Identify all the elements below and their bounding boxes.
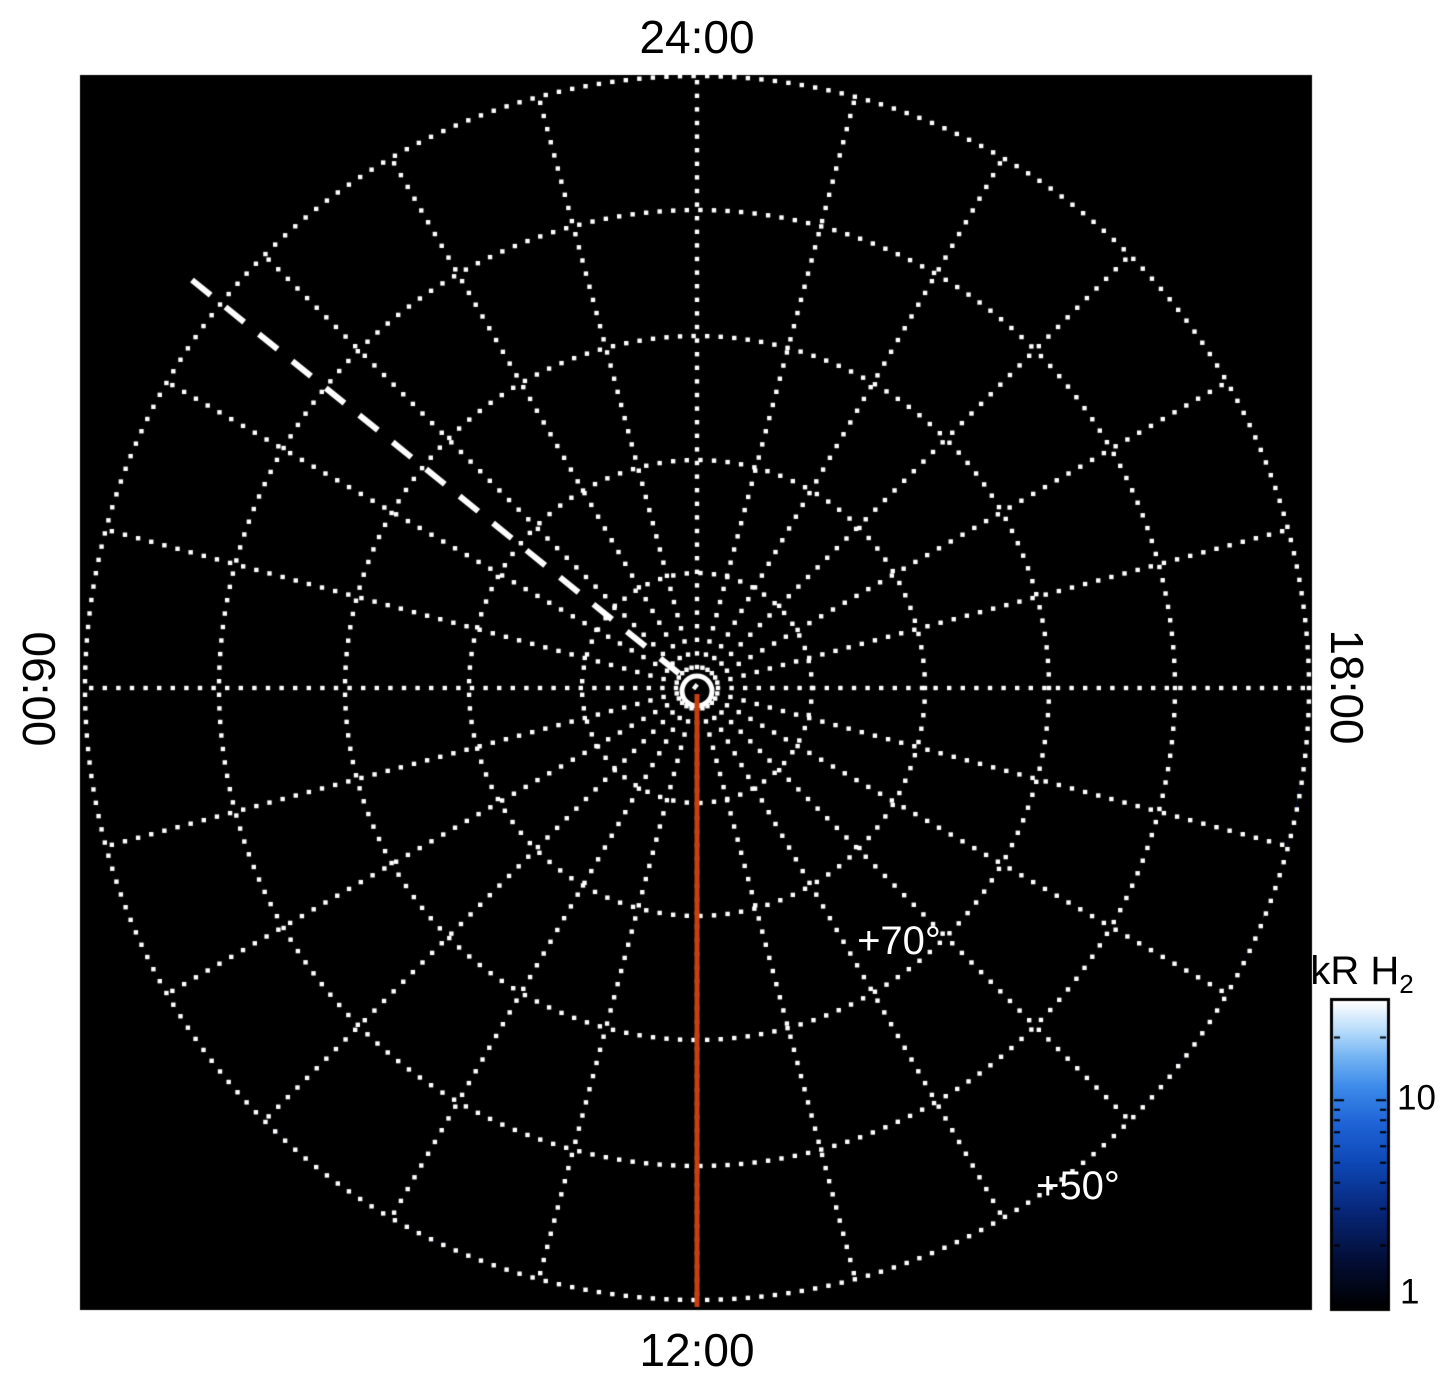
- local-time-label-2400: 24:00: [639, 11, 755, 63]
- colorbar-tick-label-1: 1: [1400, 1272, 1420, 1312]
- local-time-label-1200: 12:00: [639, 1324, 755, 1376]
- latitude-label-50: +50°: [1036, 1164, 1120, 1208]
- colorbar-tick-label-10: 10: [1397, 1078, 1436, 1118]
- latitude-label-70: +70°: [857, 919, 941, 963]
- local-time-label-0600: 06:00: [13, 631, 65, 747]
- colorbar-title-main: kR H: [1310, 949, 1400, 993]
- colorbar-title: kR H2: [1310, 951, 1413, 997]
- colorbar-title-subscript: 2: [1399, 969, 1414, 999]
- local-time-label-1800: 18:00: [1321, 629, 1373, 745]
